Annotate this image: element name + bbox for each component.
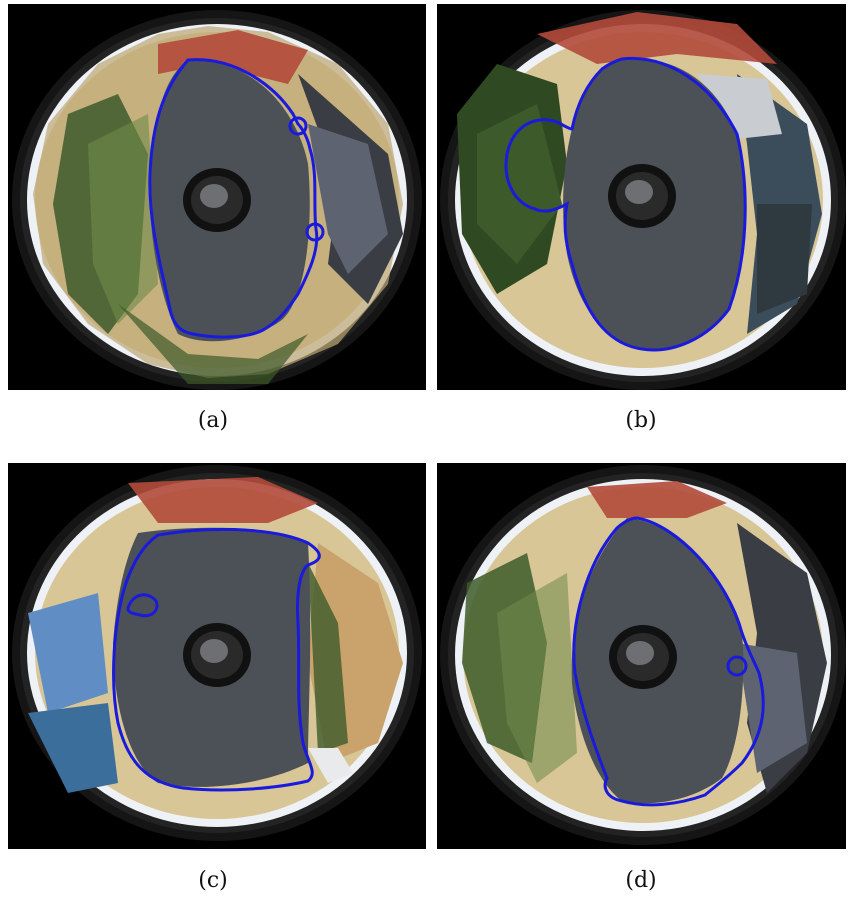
caption-a: (a) [197,408,229,433]
caption-b: (b) [625,408,657,433]
panel-d-image [437,463,846,849]
panel-c-image [8,463,426,849]
panel-a-image [8,4,426,390]
caption-d: (d) [625,868,657,893]
fisheye-image-c [8,463,426,849]
panel-b-image [437,4,846,390]
fisheye-image-d [437,463,846,849]
fisheye-image-a [8,4,426,390]
caption-c: (c) [198,868,228,893]
fisheye-image-b [437,4,846,390]
